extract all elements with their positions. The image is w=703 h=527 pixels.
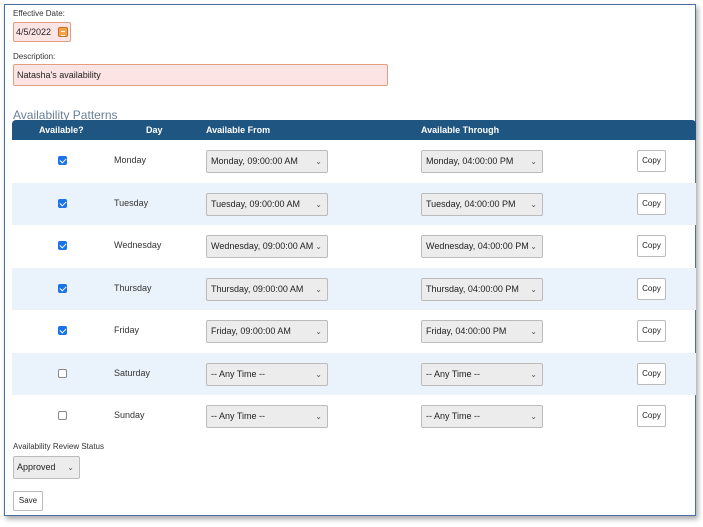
available-through-value: Friday, 04:00:00 PM xyxy=(426,326,507,336)
copy-button[interactable]: Copy xyxy=(637,150,666,172)
effective-date-input[interactable]: 4/5/2022 xyxy=(13,22,71,42)
copy-button[interactable]: Copy xyxy=(637,277,666,300)
availability-form: Effective Date: 4/5/2022 Description: Na… xyxy=(4,4,696,516)
available-checkbox[interactable] xyxy=(58,411,67,420)
copy-button[interactable]: Copy xyxy=(637,235,666,257)
table-header: Available? Day Available From Available … xyxy=(12,120,696,140)
chevron-down-icon: ⌄ xyxy=(530,284,537,294)
day-label: Friday xyxy=(114,325,140,335)
table-row: Friday Friday, 09:00:00 AM ⌄ Friday, 04:00:… xyxy=(12,310,696,352)
available-from-value: Tuesday, 09:00:00 AM xyxy=(211,198,301,209)
day-label: Tuesday xyxy=(114,197,149,208)
chevron-down-icon: ⌄ xyxy=(315,199,322,209)
chevron-down-icon: ⌄ xyxy=(530,242,537,251)
available-checkbox[interactable] xyxy=(58,241,67,250)
available-through-value: Tuesday, 04:00:00 PM xyxy=(426,198,516,209)
available-checkbox[interactable] xyxy=(58,198,67,208)
available-checkbox[interactable] xyxy=(58,326,67,335)
table-row: Thursday Thursday, 09:00:00 AM ⌄ Thursday, … xyxy=(12,267,696,310)
available-from-select[interactable]: -- Any Time -- ⌄ xyxy=(206,405,328,428)
day-label: Wednesday xyxy=(114,240,162,250)
day-label: Thursday xyxy=(114,282,152,293)
day-label: Saturday xyxy=(114,367,151,378)
available-through-select[interactable]: Tuesday, 04:00:00 PM ⌄ xyxy=(421,192,543,216)
effective-date-value: 4/5/2022 xyxy=(16,27,52,37)
copy-button[interactable]: Copy xyxy=(637,405,666,427)
table-row: Saturday -- Any Time -- ⌄ -- Any Time -- ⌄ Co… xyxy=(12,352,696,395)
available-from-value: -- Any Time -- xyxy=(211,368,266,379)
available-checkbox[interactable] xyxy=(58,283,67,293)
available-through-value: Wednesday, 04:00:00 PM xyxy=(426,241,529,251)
available-through-select[interactable]: Monday, 04:00:00 PM ⌄ xyxy=(421,150,543,173)
chevron-down-icon: ⌄ xyxy=(315,242,322,251)
copy-button[interactable]: Copy xyxy=(637,192,666,215)
section-title: Availability Patterns xyxy=(13,108,118,122)
header-from: Available From xyxy=(206,125,271,135)
chevron-down-icon: ⌄ xyxy=(530,369,537,379)
table-row: Sunday -- Any Time -- ⌄ -- Any Time -- ⌄ Copy xyxy=(12,395,696,437)
description-value: Natasha's availability xyxy=(17,70,101,80)
copy-button[interactable]: Copy xyxy=(637,320,666,342)
available-from-value: Monday, 09:00:00 AM xyxy=(211,156,298,166)
description-input[interactable]: Natasha's availability xyxy=(13,64,388,86)
chevron-down-icon: ⌄ xyxy=(315,284,322,294)
chevron-down-icon: ⌄ xyxy=(530,412,537,421)
available-through-select[interactable]: -- Any Time -- ⌄ xyxy=(421,405,543,428)
review-status-value: Approved xyxy=(17,462,56,472)
header-available: Available? xyxy=(39,125,84,135)
copy-button[interactable]: Copy xyxy=(637,362,666,385)
table-row: Tuesday Tuesday, 09:00:00 AM ⌄ Tuesday, 04:… xyxy=(12,182,696,225)
available-through-value: -- Any Time -- xyxy=(426,368,481,379)
available-checkbox[interactable] xyxy=(58,368,67,378)
chevron-down-icon: ⌄ xyxy=(67,463,74,472)
header-day: Day xyxy=(146,125,163,135)
day-label: Sunday xyxy=(114,410,145,420)
available-from-value: -- Any Time -- xyxy=(211,411,266,421)
available-checkbox[interactable] xyxy=(58,156,67,165)
day-label: Monday xyxy=(114,155,147,165)
available-through-value: Thursday, 04:00:00 PM xyxy=(426,283,519,294)
chevron-down-icon: ⌄ xyxy=(530,327,537,336)
available-from-select[interactable]: -- Any Time -- ⌄ xyxy=(206,362,328,386)
chevron-down-icon: ⌄ xyxy=(530,199,537,209)
header-through: Available Through xyxy=(421,125,500,135)
available-from-value: Wednesday, 09:00:00 AM xyxy=(211,241,314,251)
available-from-select[interactable]: Monday, 09:00:00 AM ⌄ xyxy=(206,150,328,173)
review-status-label: Availability Review Status xyxy=(13,442,105,451)
calendar-icon[interactable] xyxy=(58,27,68,37)
table-row: Monday Monday, 09:00:00 AM ⌄ Monday, 04:00:… xyxy=(12,140,696,182)
table-row: Wednesday Wednesday, 09:00:00 AM ⌄ Wednesda… xyxy=(12,225,696,267)
available-from-value: Friday, 09:00:00 AM xyxy=(211,326,291,336)
available-from-value: Thursday, 09:00:00 AM xyxy=(211,283,304,294)
available-through-value: -- Any Time -- xyxy=(426,411,481,421)
available-through-select[interactable]: Thursday, 04:00:00 PM ⌄ xyxy=(421,277,543,301)
chevron-down-icon: ⌄ xyxy=(315,412,322,421)
chevron-down-icon: ⌄ xyxy=(315,369,322,379)
available-through-select[interactable]: Friday, 04:00:00 PM ⌄ xyxy=(421,320,543,343)
save-button[interactable]: Save xyxy=(13,491,43,511)
available-from-select[interactable]: Friday, 09:00:00 AM ⌄ xyxy=(206,320,328,343)
available-through-select[interactable]: Wednesday, 04:00:00 PM ⌄ xyxy=(421,235,543,258)
available-through-select[interactable]: -- Any Time -- ⌄ xyxy=(421,362,543,386)
available-from-select[interactable]: Thursday, 09:00:00 AM ⌄ xyxy=(206,277,328,301)
available-from-select[interactable]: Tuesday, 09:00:00 AM ⌄ xyxy=(206,192,328,216)
description-label: Description: xyxy=(13,52,56,61)
review-status-select[interactable]: Approved ⌄ xyxy=(13,456,80,479)
effective-date-label: Effective Date: xyxy=(13,9,65,18)
chevron-down-icon: ⌄ xyxy=(315,327,322,336)
available-through-value: Monday, 04:00:00 PM xyxy=(426,156,514,166)
chevron-down-icon: ⌄ xyxy=(315,157,322,166)
available-from-select[interactable]: Wednesday, 09:00:00 AM ⌄ xyxy=(206,235,328,258)
chevron-down-icon: ⌄ xyxy=(530,157,537,166)
